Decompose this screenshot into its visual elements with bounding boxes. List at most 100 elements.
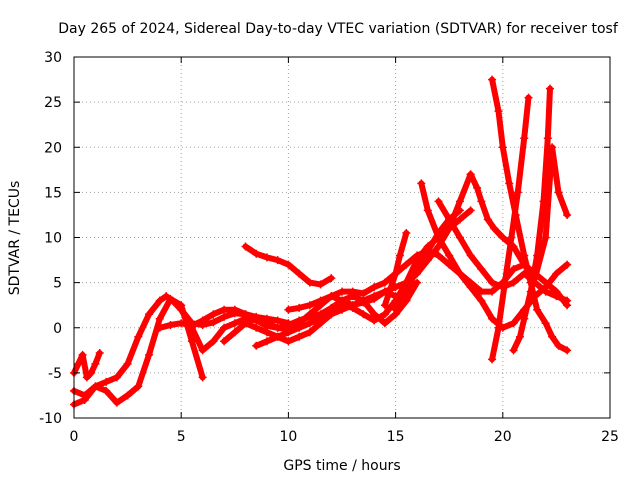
data-point — [187, 323, 196, 332]
data-point — [477, 287, 486, 296]
data-point — [563, 210, 572, 219]
data-point — [423, 206, 432, 215]
data-point — [112, 373, 121, 382]
data-point — [284, 328, 293, 337]
data-point — [91, 382, 100, 391]
data-point — [533, 305, 542, 314]
x-tick-label: 25 — [601, 429, 619, 445]
data-point — [134, 382, 143, 391]
data-point — [526, 287, 535, 296]
series-track-17 — [381, 230, 410, 309]
data-point — [466, 251, 475, 260]
y-tick-label: 25 — [44, 95, 62, 111]
y-tick-label: 5 — [53, 276, 62, 292]
data-point — [552, 292, 561, 301]
data-point — [78, 350, 87, 359]
grid — [74, 57, 610, 418]
data-point — [455, 197, 464, 206]
data-point — [548, 332, 557, 341]
data-point — [498, 233, 507, 242]
data-point — [417, 179, 426, 188]
axis-ticks: 0 5 10 15 20 25 -10 -5 0 5 10 15 20 25 30 — [39, 50, 619, 445]
data-point — [509, 278, 518, 287]
data-point — [273, 316, 282, 325]
data-point — [488, 278, 497, 287]
y-axis-label: SDTVAR / TECUs — [7, 181, 23, 296]
data-point — [295, 332, 304, 341]
data-point — [316, 314, 325, 323]
data-point — [162, 292, 171, 301]
data-point — [305, 319, 314, 328]
data-point — [177, 305, 186, 314]
data-point — [434, 228, 443, 237]
data-point — [515, 332, 524, 341]
data-point — [541, 319, 550, 328]
data-point — [273, 256, 282, 265]
data-point — [455, 233, 464, 242]
data-point — [284, 321, 293, 330]
data-point — [262, 337, 271, 346]
data-point — [359, 296, 368, 305]
data-point — [477, 265, 486, 274]
data-point — [380, 310, 389, 319]
data-point — [220, 305, 229, 314]
data-point — [477, 296, 486, 305]
data-point — [295, 323, 304, 332]
data-point — [554, 341, 563, 350]
data-point — [177, 319, 186, 328]
data-point — [498, 143, 507, 152]
data-point — [166, 321, 175, 330]
data-point — [488, 314, 497, 323]
data-point — [520, 260, 529, 269]
data-point — [166, 294, 175, 303]
data-point — [273, 323, 282, 332]
data-point — [359, 310, 368, 319]
data-point — [455, 206, 464, 215]
data-point — [513, 188, 522, 197]
x-axis-label: GPS time / hours — [283, 458, 400, 474]
data-point — [230, 328, 239, 337]
data-point — [563, 346, 572, 355]
data-traces — [70, 75, 572, 409]
data-point — [80, 395, 89, 404]
data-point — [391, 269, 400, 278]
data-point — [380, 278, 389, 287]
data-point — [252, 249, 261, 258]
data-point — [370, 283, 379, 292]
data-point — [509, 346, 518, 355]
data-point — [477, 197, 486, 206]
y-tick-label: 15 — [44, 185, 62, 201]
data-point — [316, 296, 325, 305]
data-point — [380, 319, 389, 328]
data-point — [220, 323, 229, 332]
data-point — [348, 287, 357, 296]
data-point — [563, 260, 572, 269]
data-point — [305, 278, 314, 287]
data-point — [252, 316, 261, 325]
data-point — [563, 296, 572, 305]
data-point — [488, 355, 497, 364]
data-point — [134, 332, 143, 341]
data-point — [445, 215, 454, 224]
data-point — [395, 251, 404, 260]
data-point — [380, 301, 389, 310]
data-point — [402, 287, 411, 296]
data-point — [102, 377, 111, 386]
data-point — [327, 310, 336, 319]
x-tick-label: 10 — [279, 429, 297, 445]
data-point — [466, 283, 475, 292]
data-point — [509, 242, 518, 251]
data-point — [187, 337, 196, 346]
data-point — [327, 292, 336, 301]
data-point — [338, 305, 346, 314]
data-point — [490, 224, 499, 233]
data-point — [209, 310, 218, 319]
data-point — [370, 316, 379, 325]
data-point — [370, 292, 379, 301]
data-point — [230, 305, 239, 314]
data-point — [483, 215, 492, 224]
data-point — [82, 373, 91, 382]
data-point — [241, 319, 250, 328]
y-tick-label: 0 — [53, 321, 62, 337]
